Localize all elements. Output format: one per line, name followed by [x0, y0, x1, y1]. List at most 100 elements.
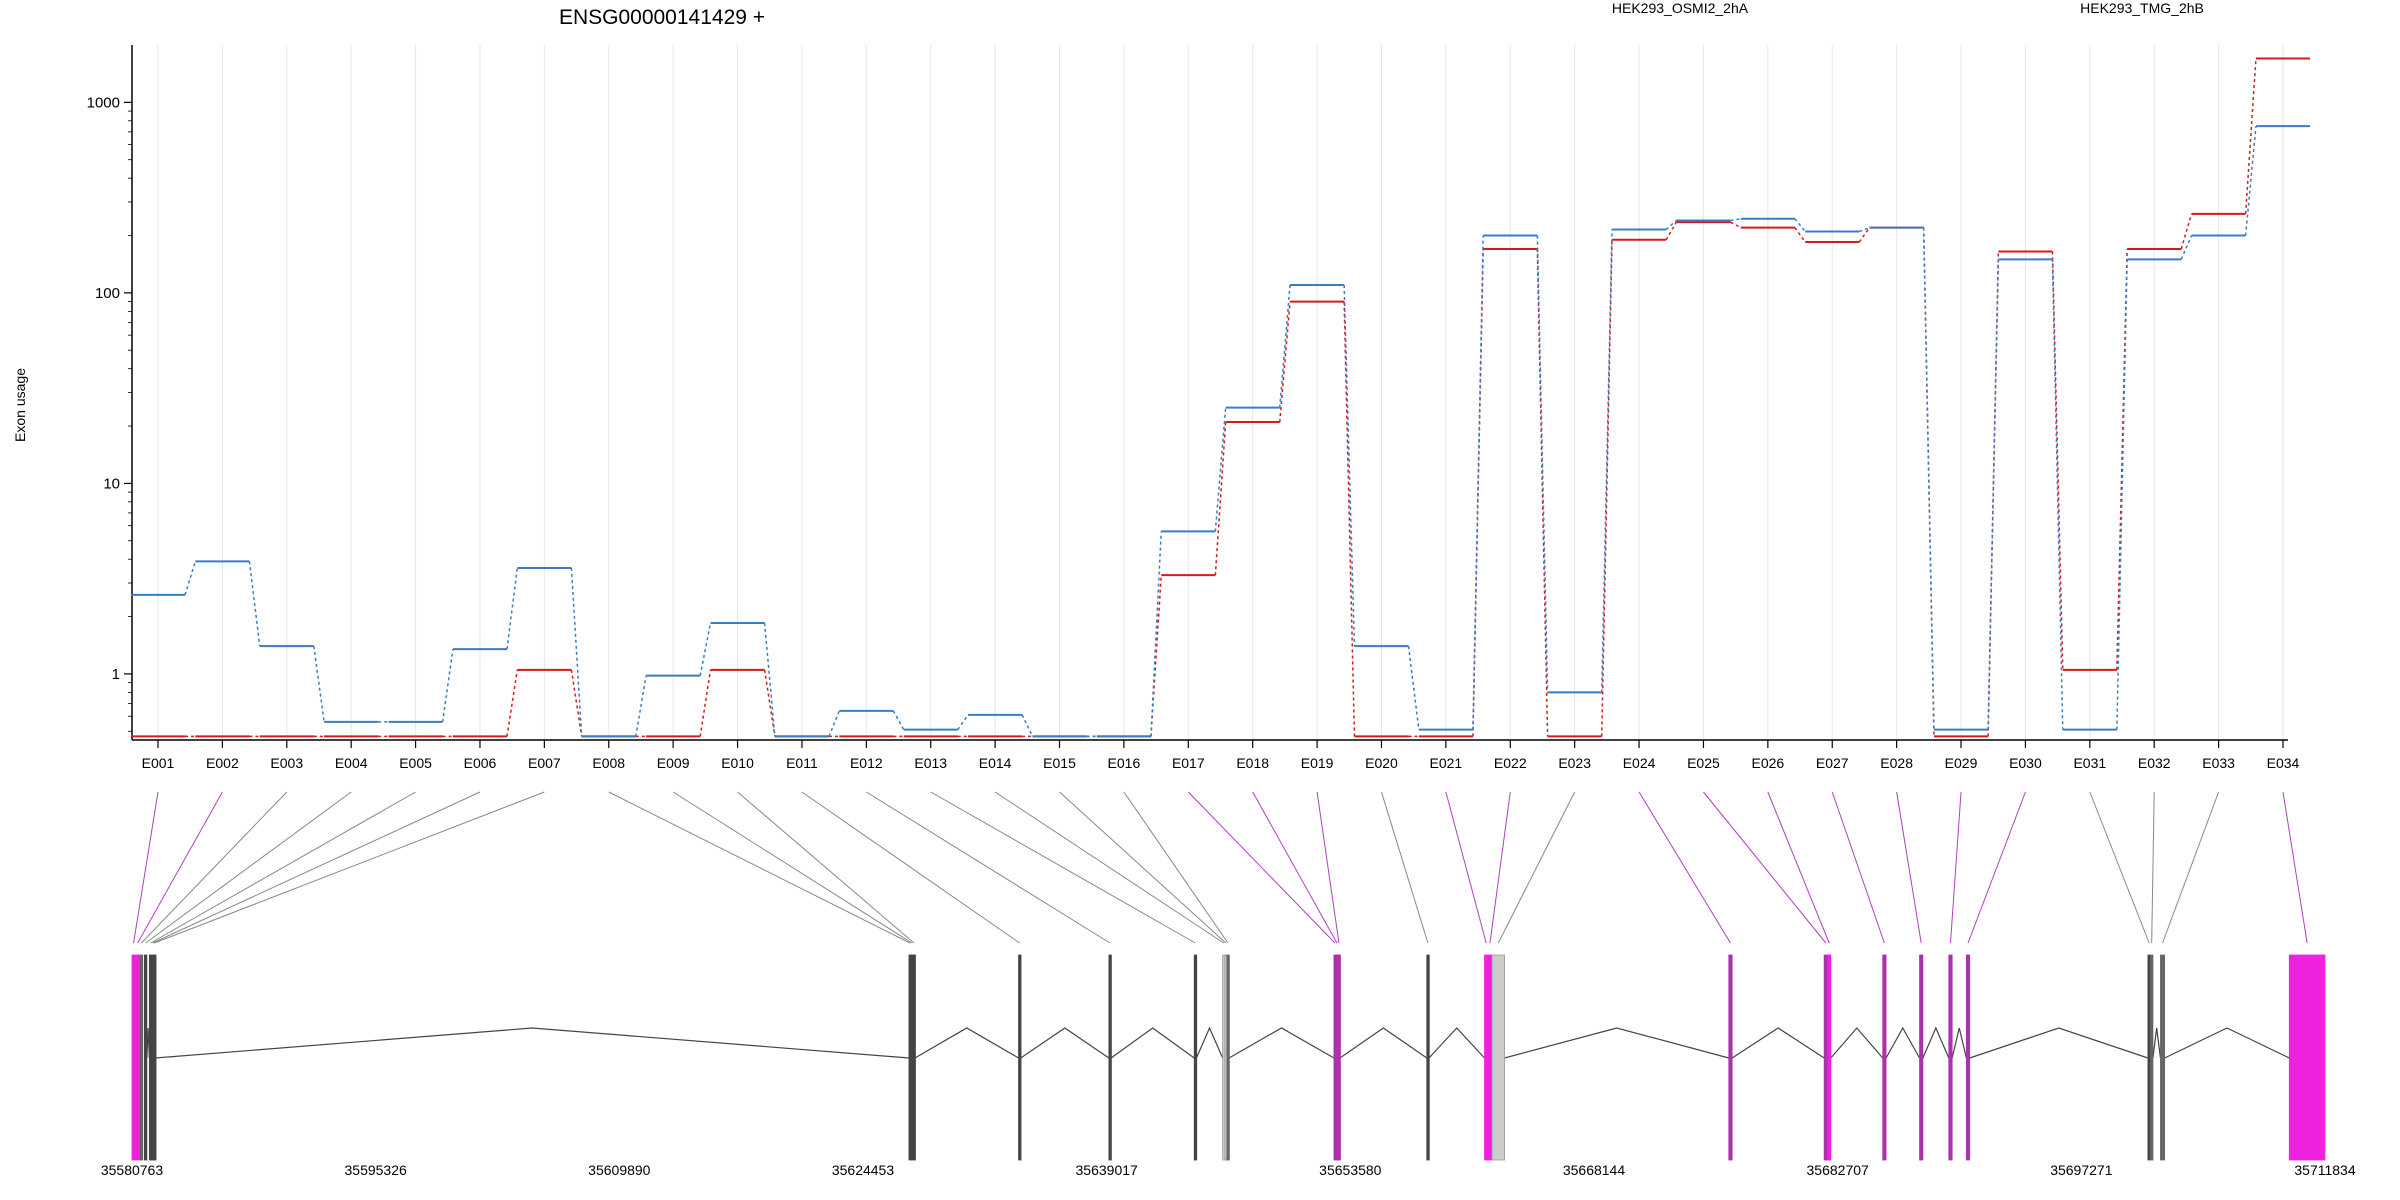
- connector-E031: [2089, 791, 2150, 944]
- x-tick-label-E015: E015: [1043, 755, 1076, 771]
- genomic-tick-35639017: 35639017: [1076, 1162, 1139, 1178]
- connector-E007: [154, 791, 545, 944]
- transition: [1922, 227, 1935, 730]
- exon-E007: [153, 954, 157, 1161]
- transition: [635, 675, 647, 737]
- transition: [1343, 301, 1356, 737]
- connector-E003: [141, 791, 288, 944]
- genomic-axis: 35580763 35595326 35609890 35624453 35639017…: [101, 1162, 2356, 1178]
- genomic-tick-35580763: 35580763: [101, 1162, 164, 1178]
- x-tick-label-E007: E007: [528, 755, 561, 771]
- exon-E027: [1882, 954, 1887, 1161]
- transition: [1794, 227, 1806, 243]
- transition: [313, 645, 325, 723]
- x-tick-label-E005: E005: [399, 755, 432, 771]
- chart-title: ENSG00000141429 +: [559, 6, 765, 29]
- x-tick-label-E003: E003: [270, 755, 303, 771]
- intron: [155, 1027, 910, 1059]
- transition: [2051, 251, 2064, 670]
- genomic-tick-35697271: 35697271: [2050, 1162, 2113, 1178]
- transition: [506, 669, 519, 737]
- exon-E030: [1965, 954, 1971, 1161]
- transition: [892, 710, 905, 731]
- exon-E033: [2160, 954, 2166, 1161]
- transition: [1407, 645, 1420, 730]
- exon-E021: [1484, 954, 1489, 1161]
- genomic-tick-35653580: 35653580: [1319, 1162, 1382, 1178]
- intron: [2152, 1027, 2162, 1059]
- intron: [1731, 1027, 1825, 1059]
- intron: [1951, 1027, 1967, 1059]
- y-tick-label-1: 1: [112, 666, 120, 683]
- transition: [2180, 235, 2193, 260]
- transition: [828, 710, 840, 737]
- exon-E026: [1827, 954, 1832, 1161]
- transition: [957, 714, 969, 731]
- transition: [699, 669, 712, 737]
- connector-E023: [1497, 791, 1576, 944]
- exon-E001: [131, 954, 136, 1161]
- vertical-gridlines: [157, 45, 2284, 740]
- exon-E028: [1919, 954, 1924, 1161]
- x-tick-label-E013: E013: [914, 755, 947, 771]
- connector-E012: [866, 791, 1111, 944]
- legend-entry-tmg: HEK293_TMG_2hB: [2080, 0, 2204, 16]
- transition: [1536, 235, 1549, 693]
- intron: [1339, 1027, 1428, 1059]
- transition: [1278, 284, 1291, 408]
- transition: [1214, 407, 1227, 532]
- exon-E032: [2150, 954, 2154, 1161]
- transition: [570, 669, 583, 737]
- transition: [2051, 259, 2064, 730]
- series-lines: [130, 57, 2311, 738]
- x-tick-label-E002: E002: [206, 755, 239, 771]
- exon-E011: [1018, 954, 1022, 1161]
- intron: [1110, 1027, 1195, 1059]
- transition: [570, 567, 583, 737]
- connector-E017: [1187, 791, 1336, 944]
- connector-E034: [2282, 791, 2308, 944]
- x-tick-label-E024: E024: [1623, 755, 1656, 771]
- transition: [1600, 229, 1613, 693]
- exon-E023: [1491, 954, 1505, 1161]
- transition: [2244, 58, 2257, 214]
- exon-E025: [1823, 954, 1828, 1161]
- exon-E024: [1728, 954, 1733, 1161]
- intron: [1969, 1027, 2149, 1059]
- intron: [2164, 1027, 2290, 1059]
- x-tick-label-E022: E022: [1494, 755, 1527, 771]
- exon-E003: [139, 954, 144, 1161]
- exon-E022: [1487, 954, 1493, 1161]
- genomic-tick-35682707: 35682707: [1807, 1162, 1870, 1178]
- connector-E004: [145, 791, 352, 944]
- intron: [146, 1027, 150, 1059]
- x-tick-label-E016: E016: [1108, 755, 1141, 771]
- x-tick-label-E009: E009: [657, 755, 690, 771]
- connector-E030: [1967, 791, 2026, 944]
- connector-E006: [152, 791, 481, 944]
- x-tick-label-E012: E012: [850, 755, 883, 771]
- connector-E028: [1896, 791, 1922, 944]
- exon-E034: [2288, 954, 2326, 1161]
- transition: [2116, 248, 2128, 670]
- connector-E022: [1489, 791, 1511, 944]
- transition: [1730, 221, 1742, 229]
- x-tick-label-E017: E017: [1172, 755, 1205, 771]
- exon-E002: [134, 954, 141, 1161]
- transition: [441, 648, 454, 723]
- x-tick-label-E001: E001: [142, 755, 175, 771]
- transition: [1987, 259, 2000, 730]
- legend-entry-osmi2: HEK293_OSMI2_2hA: [1612, 0, 1749, 16]
- exon-E020: [1426, 954, 1430, 1161]
- transition: [1021, 714, 1034, 737]
- connector-E029: [1949, 791, 1962, 944]
- connector-E001: [133, 791, 159, 944]
- transition: [1343, 284, 1356, 647]
- x-tick-label-E026: E026: [1751, 755, 1784, 771]
- x-tick-label-E031: E031: [2073, 755, 2106, 771]
- x-tick-label-E020: E020: [1365, 755, 1398, 771]
- exon-E016: [1226, 954, 1230, 1161]
- transition: [1150, 531, 1163, 737]
- transition: [1278, 301, 1291, 423]
